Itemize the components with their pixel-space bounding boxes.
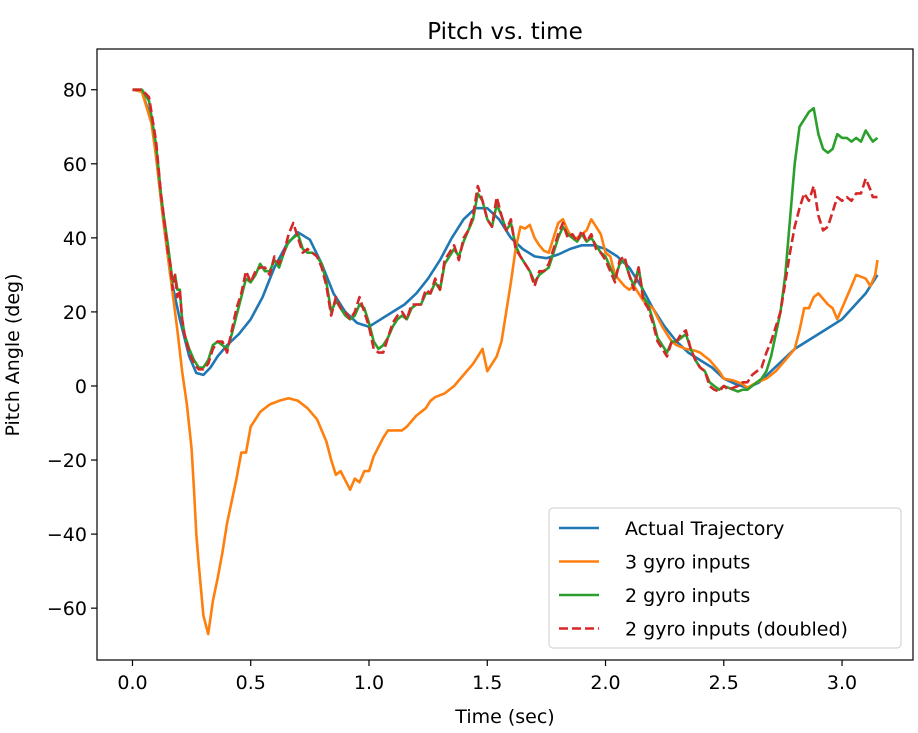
x-axis-label: Time (sec): [454, 706, 554, 728]
legend-box: [548, 507, 902, 649]
plot-area: [132, 88, 879, 636]
chart-title: Pitch vs. time: [427, 19, 583, 45]
y-axis: −60 −40 −20 0 20 40 60 80: [47, 80, 97, 620]
y-tick-label: −20: [47, 450, 87, 472]
y-tick-label: 40: [63, 228, 87, 250]
legend-label-2: 3 gyro inputs: [625, 552, 750, 574]
y-tick-label: 80: [63, 80, 87, 102]
x-tick-label: 2.5: [709, 672, 739, 694]
series-line-2: [132, 88, 879, 636]
x-tick-label: 0.0: [117, 672, 147, 694]
y-tick-label: 0: [75, 376, 87, 398]
series-line-4: [132, 88, 878, 393]
y-tick-label: −40: [47, 524, 87, 546]
axes-frame: [96, 48, 914, 661]
series-line-3: [132, 88, 879, 393]
x-tick-label: 2.0: [590, 672, 620, 694]
y-tick-label: 60: [63, 154, 87, 176]
x-axis: 0.0 0.5 1.0 1.5 2.0 2.5 3.0: [117, 660, 857, 694]
y-axis-label: Pitch Angle (deg): [2, 273, 24, 436]
x-tick-label: 0.5: [236, 672, 266, 694]
legend-label-3: 2 gyro inputs: [625, 585, 750, 607]
legend-label-1: Actual Trajectory: [625, 518, 784, 540]
y-tick-label: −60: [47, 598, 87, 620]
y-tick-label: 20: [63, 302, 87, 324]
legend: Actual Trajectory 3 gyro inputs 2 gyro inp…: [548, 507, 902, 649]
series-line-1: [132, 88, 879, 390]
x-tick-label: 1.0: [354, 672, 384, 694]
x-tick-label: 1.5: [472, 672, 502, 694]
x-tick-label: 3.0: [827, 672, 857, 694]
legend-label-4: 2 gyro inputs (doubled): [625, 619, 848, 641]
